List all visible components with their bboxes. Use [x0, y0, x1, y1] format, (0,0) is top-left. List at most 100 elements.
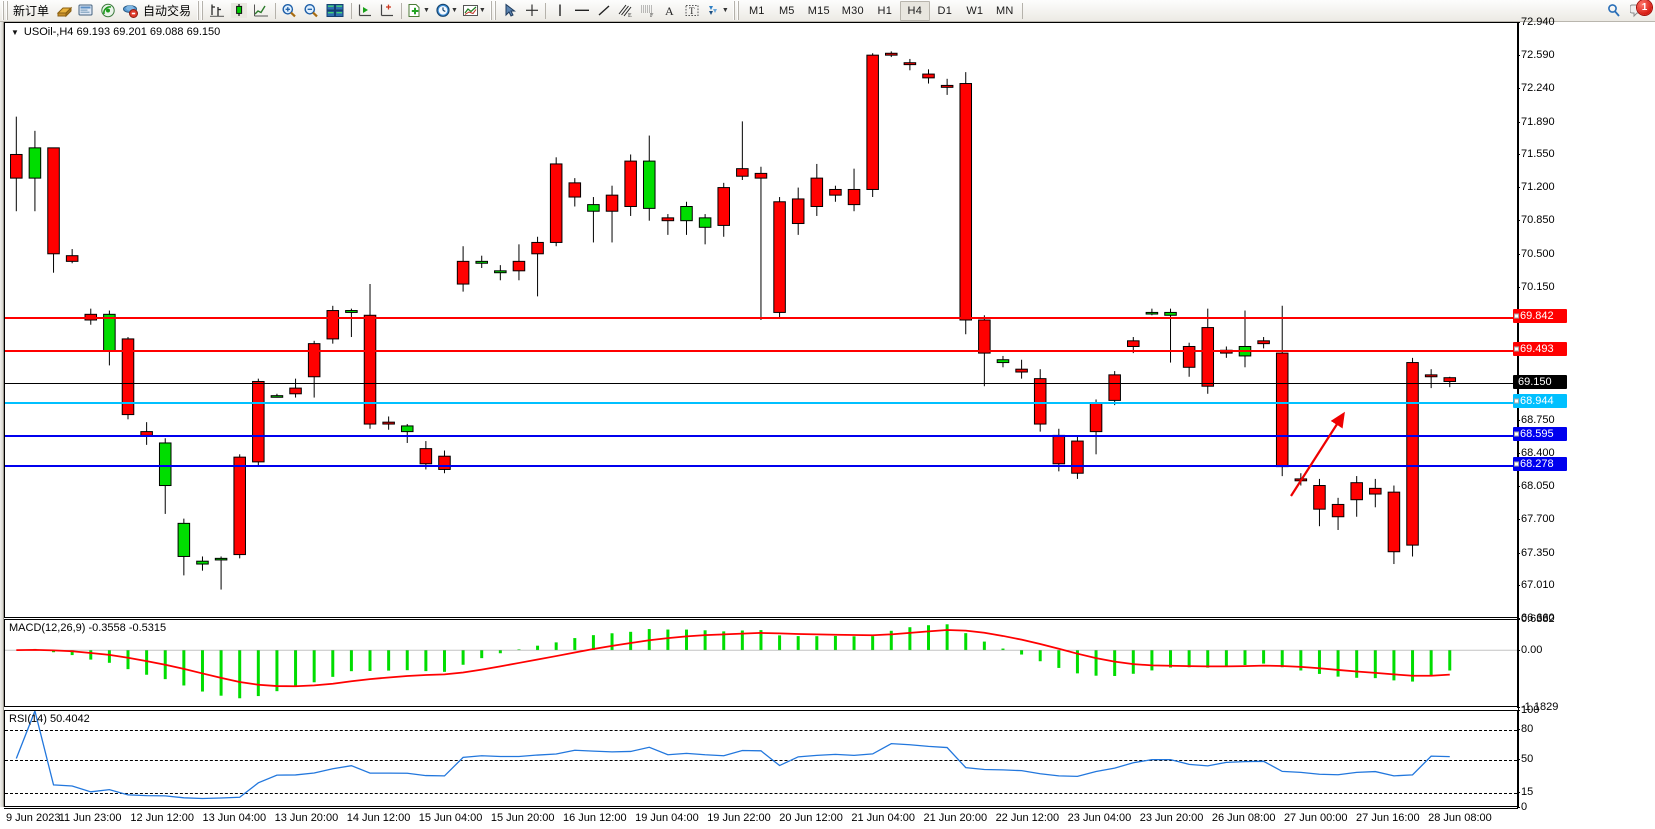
price-tick: 72.240: [1517, 82, 1555, 95]
timeframe-m30[interactable]: M30: [841, 4, 864, 17]
zoom-in-icon[interactable]: [278, 1, 300, 21]
macd-title: MACD(12,26,9) -0.3558 -0.5315: [9, 622, 167, 634]
add-indicator-caret-icon[interactable]: ▼: [423, 7, 430, 14]
time-tick: 14 Jun 12:00: [346, 812, 411, 824]
timeframe-d1[interactable]: D1: [937, 4, 953, 17]
clock-periods-icon[interactable]: [432, 1, 454, 21]
terminal-icon[interactable]: [75, 1, 97, 21]
time-axis[interactable]: 9 Jun 2023 11 Jun 23:00 12 Jun 12:00 13 Jun…: [4, 808, 1518, 829]
level-handle[interactable]: [1514, 313, 1519, 319]
level-handle[interactable]: [1514, 346, 1519, 352]
price-tick: 70.150: [1517, 280, 1555, 293]
chart-collapse-icon[interactable]: ▼: [11, 27, 19, 37]
svg-text:A: A: [665, 4, 674, 18]
price-tick: 71.550: [1517, 147, 1555, 160]
candlestick-icon[interactable]: [228, 1, 250, 21]
time-tick: 21 Jun 04:00: [851, 812, 915, 824]
price-tick: 71.890: [1517, 115, 1555, 128]
chart-area: 72.940 72.590 72.240 71.890 71.550 71.200 70.8…: [0, 16, 1655, 829]
price-label-resistance-1[interactable]: 69.842: [1513, 309, 1567, 323]
fibonacci-retracement-icon[interactable]: F: [637, 1, 659, 21]
price-line-last-price[interactable]: [5, 382, 1517, 384]
new-order-button[interactable]: 新订单: [13, 3, 50, 18]
horizontal-line-icon[interactable]: [571, 1, 593, 21]
rsi-tick: 0: [1516, 801, 1528, 813]
svg-text:T: T: [689, 6, 695, 16]
chart-shift-icon[interactable]: [376, 1, 398, 21]
level-handle[interactable]: [1514, 398, 1519, 404]
price-tick: 71.200: [1517, 181, 1555, 194]
time-tick: 19 Jun 22:00: [707, 812, 771, 824]
search-icon[interactable]: [1603, 1, 1625, 21]
timeframe-m1[interactable]: M1: [748, 4, 765, 17]
timeframe-w1[interactable]: W1: [966, 4, 984, 17]
timeframe-mn[interactable]: MN: [996, 4, 1014, 17]
level-handle[interactable]: [1514, 461, 1519, 467]
templates-caret-icon[interactable]: ▼: [478, 7, 486, 14]
expert-advisor-icon[interactable]: [119, 1, 141, 21]
crosshair-icon[interactable]: [521, 1, 543, 21]
svg-text:F: F: [650, 13, 654, 18]
rsi-tick: 80: [1516, 723, 1534, 736]
timeframe-m15[interactable]: M15: [807, 4, 830, 17]
gold-bar-icon[interactable]: [53, 1, 75, 21]
bar-chart-icon[interactable]: [206, 1, 228, 21]
price-label-support-1[interactable]: 68.595: [1513, 427, 1567, 442]
price-label-text: 69.842: [1520, 310, 1554, 322]
objects-list-caret-icon[interactable]: ▼: [721, 7, 729, 14]
time-tick: 15 Jun 20:00: [490, 812, 555, 824]
price-label-text: 68.944: [1520, 395, 1554, 408]
timeframe-m5[interactable]: M5: [778, 4, 795, 17]
add-indicator-icon[interactable]: [404, 1, 426, 21]
time-tick: 12 Jun 12:00: [130, 812, 195, 824]
toolbar-grip-3[interactable]: [489, 1, 497, 20]
toolbar-grip-2[interactable]: [197, 1, 205, 20]
clock-periods-caret-icon[interactable]: ▼: [450, 7, 458, 14]
vertical-line-icon[interactable]: [549, 1, 571, 21]
signal-icon[interactable]: [97, 1, 119, 21]
price-tick: 70.500: [1517, 247, 1555, 260]
notification-icon[interactable]: 1: [1625, 0, 1652, 21]
rsi-pane[interactable]: RSI(14) 50.4042: [4, 710, 1518, 807]
timeframe-h1[interactable]: H1: [877, 4, 893, 17]
annotation-layer: [1290, 411, 1345, 497]
symbol-info-bar: ▼ USOil-,H4 69.193 69.201 69.088 69.150: [11, 26, 220, 38]
price-pane[interactable]: ▼ USOil-,H4 69.193 69.201 69.088 69.150: [4, 22, 1520, 618]
price-tick: 72.940: [1517, 16, 1555, 28]
chart-scrollbar[interactable]: [0, 22, 4, 807]
objects-list-icon[interactable]: [703, 1, 725, 21]
text-label-icon[interactable]: T: [681, 1, 703, 21]
tile-windows-icon[interactable]: [322, 1, 348, 21]
price-tick: 68.050: [1517, 480, 1555, 493]
rsi-tick: 15: [1516, 786, 1534, 799]
macd-series: [5, 624, 1517, 699]
text-icon[interactable]: A: [659, 1, 681, 21]
cursor-icon[interactable]: [499, 1, 521, 21]
price-axis[interactable]: 72.940 72.590 72.240 71.890 71.550 71.200 70.8…: [1513, 16, 1655, 813]
price-label-last-price[interactable]: 69.150: [1513, 374, 1567, 389]
price-label-support-2[interactable]: 68.278: [1513, 457, 1567, 472]
equidistant-channel-icon[interactable]: E: [615, 1, 637, 21]
time-tick: 15 Jun 04:00: [418, 812, 483, 824]
templates-icon[interactable]: [460, 1, 482, 21]
time-tick: 23 Jun 20:00: [1139, 812, 1204, 824]
zoom-out-icon[interactable]: [300, 1, 322, 21]
time-tick: 26 Jun 08:00: [1211, 812, 1276, 824]
toolbar-grip-4[interactable]: [732, 1, 740, 20]
rsi-tick: 100: [1516, 704, 1540, 716]
price-label-bid-line[interactable]: 68.944: [1513, 394, 1567, 409]
macd-pane[interactable]: MACD(12,26,9) -0.3558 -0.5315: [4, 619, 1518, 707]
auto-scroll-icon[interactable]: [354, 1, 376, 21]
line-chart-icon[interactable]: [250, 1, 272, 21]
price-label-resistance-2[interactable]: 69.493: [1513, 342, 1567, 357]
price-label-text: 69.150: [1518, 375, 1552, 388]
time-tick: 13 Jun 20:00: [274, 812, 339, 824]
time-tick: 19 Jun 04:00: [635, 812, 699, 824]
trend-line-icon[interactable]: [593, 1, 615, 21]
auto-trading-button[interactable]: 自动交易: [143, 3, 192, 18]
level-handle[interactable]: [1514, 431, 1519, 437]
timeframe-h4[interactable]: H4: [899, 0, 930, 21]
symbol-ohlc-label: USOil-,H4 69.193 69.201 69.088 69.150: [23, 26, 221, 38]
rsi-level-50: [5, 759, 1517, 761]
toolbar-grip[interactable]: [2, 1, 9, 20]
